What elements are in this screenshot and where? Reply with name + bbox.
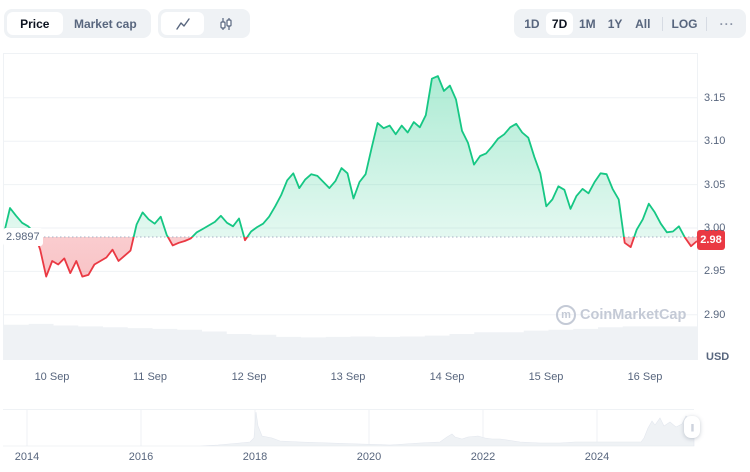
x-tick-label: 11 Sep [132,371,168,383]
x-tick-label: 13 Sep [330,371,366,383]
line-chart-icon [175,17,190,30]
price-chart-area[interactable] [3,53,698,360]
divider [706,16,708,31]
navigator-year-label: 2020 [356,451,382,463]
x-tick-label: 16 Sep [627,371,663,383]
chart-type-toggle: Price Market cap [4,9,151,38]
navigator-handle[interactable]: || [684,416,700,438]
candlestick-button[interactable] [204,12,247,35]
price-line-down [34,236,698,278]
watermark-text: CoinMarketCap [580,307,687,323]
range-7d-button[interactable]: 7D [545,12,574,35]
watermark: m CoinMarketCap [556,305,686,325]
range-navigator[interactable] [3,409,694,446]
log-scale-button[interactable]: LOG [671,16,698,31]
more-options-button[interactable]: ··· [719,16,735,31]
navigator-year-label: 2022 [470,451,496,463]
navigator-year-label: 2016 [128,451,154,463]
y-tick-label: 3.00 [704,222,726,234]
time-range-selector: 1D 7D 1M 1Y All LOG ··· [514,9,746,38]
candlestick-icon [219,17,232,30]
range-1d-button[interactable]: 1D [524,16,540,31]
up-area-fill [4,76,697,237]
range-1m-button[interactable]: 1M [579,16,596,31]
price-line-up [3,75,686,237]
x-tick-label: 15 Sep [528,371,564,383]
y-tick-label: 2.90 [704,308,726,321]
tab-price[interactable]: Price [7,12,63,35]
x-tick-label: 14 Sep [429,371,465,383]
down-area-fill [35,236,697,277]
volume-area [4,323,697,360]
y-tick-label: 3.10 [704,135,726,148]
currency-label: USD [706,351,730,363]
coinmarketcap-logo-icon: m [556,305,576,325]
divider [661,16,663,31]
chart-style-toggle [158,9,250,38]
current-price-badge: 2.98 [697,230,725,250]
navigator-year-label: 2014 [14,451,40,463]
x-tick-label: 10 Sep [34,371,70,383]
range-1y-button[interactable]: 1Y [607,16,623,31]
y-tick-label: 2.95 [704,265,726,278]
y-tick-label: 3.15 [704,91,726,104]
navigator-year-label: 2024 [584,451,610,463]
x-tick-label: 12 Sep [231,371,267,383]
navigator-year-label: 2018 [242,451,268,463]
tab-market-cap[interactable]: Market cap [73,16,137,31]
line-chart-button[interactable] [161,12,204,35]
range-all-button[interactable]: All [635,16,651,31]
y-tick-label: 3.05 [704,178,726,191]
baseline-price-label: 2.9897 [3,228,43,246]
